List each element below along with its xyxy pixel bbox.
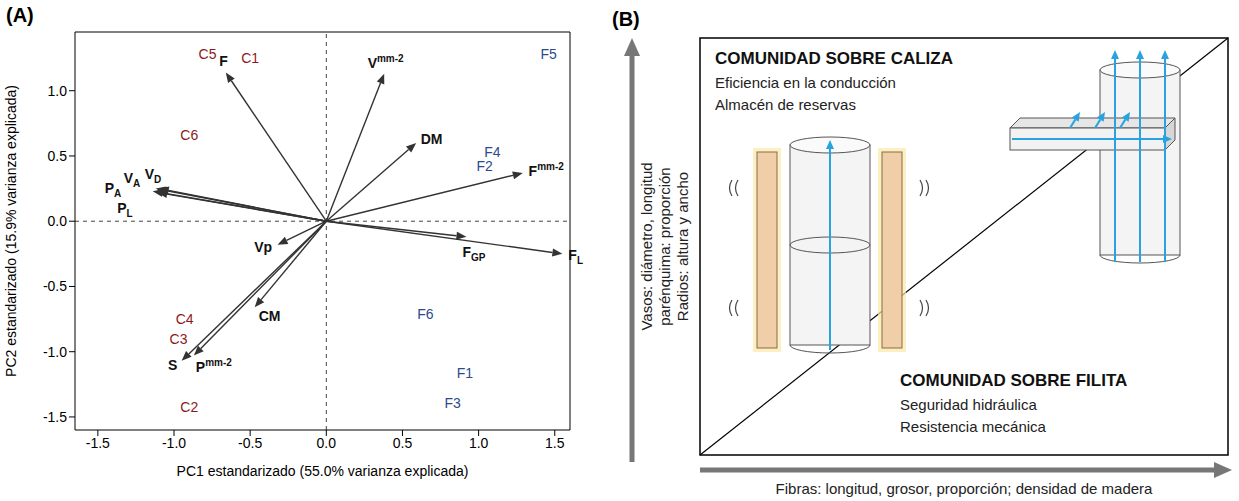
svg-text:(B): (B) [612, 8, 640, 30]
svg-text:F: F [219, 53, 228, 69]
svg-text:COMUNIDAD SOBRE FILITA: COMUNIDAD SOBRE FILITA [900, 371, 1127, 390]
svg-text:F4: F4 [484, 144, 501, 160]
svg-text:Almacén de reservas: Almacén de reservas [715, 96, 856, 113]
svg-text:-1.0: -1.0 [43, 344, 67, 360]
svg-text:0.0: 0.0 [317, 435, 337, 451]
svg-text:COMUNIDAD SOBRE CALIZA: COMUNIDAD SOBRE CALIZA [715, 49, 953, 68]
svg-text:F1: F1 [457, 365, 474, 381]
svg-text:Pmm-2: Pmm-2 [196, 357, 232, 375]
svg-text:Fibras: longitud, grosor, prop: Fibras: longitud, grosor, proporción; de… [776, 480, 1154, 497]
html-text:(A): (A) [6, 4, 34, 26]
svg-text:VA: VA [124, 170, 141, 189]
svg-text:-1.5: -1.5 [43, 409, 67, 425]
svg-text:1.0: 1.0 [469, 435, 489, 451]
svg-text:DM: DM [421, 131, 443, 147]
svg-text:-0.5: -0.5 [43, 278, 67, 294]
svg-text:C6: C6 [180, 127, 198, 143]
svg-text:C3: C3 [170, 331, 188, 347]
svg-text:F2: F2 [477, 158, 494, 174]
svg-text:Vmm-2: Vmm-2 [368, 53, 404, 71]
svg-text:-0.5: -0.5 [238, 435, 262, 451]
svg-text:PC1 estandarizado (55.0% varia: PC1 estandarizado (55.0% varianza explic… [177, 463, 469, 479]
svg-text:F3: F3 [445, 395, 462, 411]
svg-text:1.5: 1.5 [545, 435, 565, 451]
svg-text:CM: CM [259, 308, 281, 324]
svg-text:S: S [168, 357, 177, 373]
svg-text:PL: PL [117, 200, 132, 219]
svg-text:C4: C4 [176, 311, 194, 327]
svg-text:Vasos: diámetro, longitud: Vasos: diámetro, longitud [638, 162, 655, 330]
svg-text:-1.5: -1.5 [86, 435, 110, 451]
svg-text:VD: VD [145, 166, 162, 185]
svg-text:-1.0: -1.0 [162, 435, 186, 451]
svg-text:FL: FL [568, 247, 583, 266]
svg-text:0.0: 0.0 [48, 213, 68, 229]
svg-text:1.0: 1.0 [48, 83, 68, 99]
svg-text:Radios: altura y ancho: Radios: altura y ancho [674, 172, 691, 321]
svg-text:Vp: Vp [254, 239, 272, 255]
svg-text:Resistencia mecánica: Resistencia mecánica [900, 418, 1047, 435]
svg-text:FGP: FGP [462, 244, 485, 263]
svg-text:0.5: 0.5 [393, 435, 413, 451]
svg-text:F5: F5 [541, 46, 558, 62]
svg-text:PA: PA [105, 180, 122, 199]
svg-text:C5: C5 [199, 46, 217, 62]
svg-text:Eficiencia en la conducción: Eficiencia en la conducción [715, 74, 896, 91]
svg-text:parénquima: proporción: parénquima: proporción [656, 167, 673, 325]
svg-text:C1: C1 [241, 50, 259, 66]
svg-text:Seguridad hidráulica: Seguridad hidráulica [900, 396, 1037, 413]
svg-text:Fmm-2: Fmm-2 [529, 161, 565, 179]
svg-text:PC2 estandarizado (15.9% varia: PC2 estandarizado (15.9% varianza explic… [3, 85, 19, 377]
svg-text:C2: C2 [180, 399, 198, 415]
svg-text:0.5: 0.5 [48, 148, 68, 164]
svg-text:F6: F6 [417, 306, 434, 322]
